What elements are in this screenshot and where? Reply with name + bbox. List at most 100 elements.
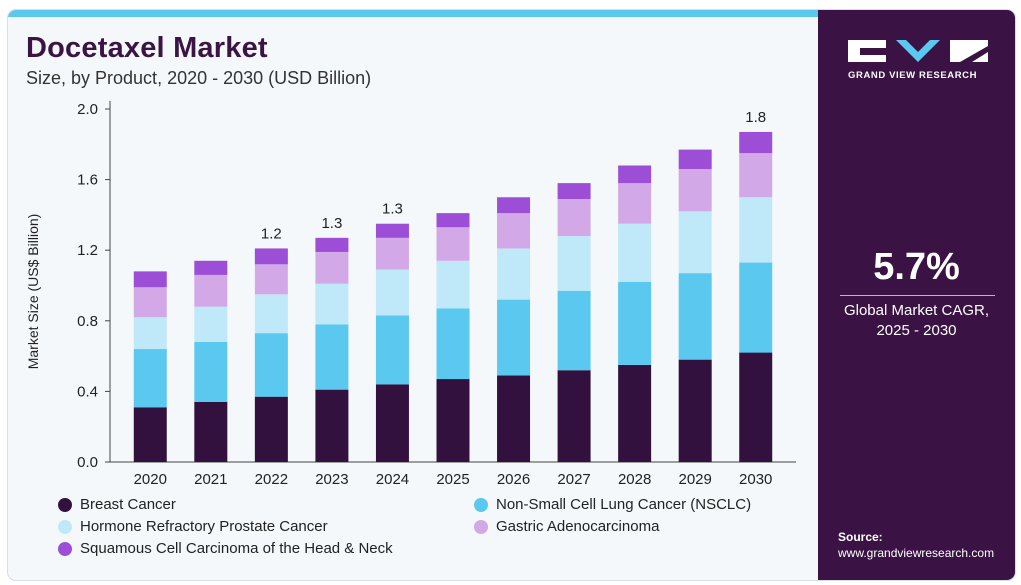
y-tick-label: 1.2 (77, 242, 98, 259)
bar-segment (375, 237, 409, 270)
y-tick-label: 0.4 (77, 383, 98, 400)
x-tick-label: 2025 (436, 471, 469, 488)
bar-segment (375, 384, 409, 462)
legend-swatch (58, 497, 72, 512)
bar-segment (557, 236, 591, 291)
bar-segment (618, 183, 652, 224)
chart-title: Docetaxel Market (26, 32, 268, 64)
brand-logo: GRAND VIEW RESEARCH (848, 38, 988, 81)
legend-item: Non-Small Cell Lung Cancer (NSCLC) (474, 496, 751, 513)
y-tick-label: 0.8 (77, 313, 98, 330)
x-tick-label: 2028 (618, 471, 651, 488)
bar-segment (194, 260, 228, 275)
bar-segment (739, 197, 773, 263)
bar-segment (436, 308, 470, 380)
bar-segment (678, 273, 712, 360)
bar-segment (618, 281, 652, 365)
bar-segment (739, 262, 773, 353)
cagr-label-line1: Global Market CAGR, (843, 302, 990, 319)
cagr-label: Global Market CAGR, 2025 - 2030 (818, 301, 1015, 341)
y-tick-label: 2.0 (77, 101, 98, 118)
legend-item: Gastric Adenocarcinoma (474, 518, 659, 535)
bar-segment (315, 237, 349, 252)
legend-swatch (474, 519, 488, 534)
bar-segment (739, 352, 773, 462)
y-tick-label: 1.6 (77, 172, 98, 189)
cagr-value: 5.7% (873, 246, 960, 288)
bar-segment (618, 223, 652, 282)
cagr-divider (840, 295, 995, 296)
bar-segment (557, 183, 591, 200)
bar-segment (375, 315, 409, 385)
x-tick-label: 2029 (678, 471, 711, 488)
sidebar-panel: GRAND VIEW RESEARCH 5.7% Global Market C… (818, 10, 1015, 580)
x-tick-label: 2026 (497, 471, 530, 488)
bar-total-label: 1.2 (261, 225, 282, 242)
cagr-label-line2: 2025 - 2030 (876, 322, 957, 339)
bar-segment (497, 197, 531, 214)
bar-segment (133, 317, 167, 350)
legend-label: Breast Cancer (80, 496, 176, 513)
x-tick-label: 2022 (255, 471, 288, 488)
bar-segment (315, 324, 349, 390)
bar-segment (254, 248, 288, 265)
bar-segment (315, 251, 349, 284)
bar-segment (436, 260, 470, 309)
legend-label: Non-Small Cell Lung Cancer (NSCLC) (496, 496, 752, 513)
bar-segment (254, 264, 288, 295)
bar-segment (133, 271, 167, 288)
bar-segment (133, 287, 167, 318)
infographic-frame: Docetaxel Market Size, by Product, 2020 … (8, 10, 1015, 580)
bar-total-label: 1.8 (745, 109, 766, 126)
x-tick-label: 2020 (134, 471, 167, 488)
bar-segment (254, 333, 288, 397)
legend-item: Breast Cancer (58, 496, 176, 513)
chart-subtitle: Size, by Product, 2020 - 2030 (USD Billi… (26, 68, 372, 88)
x-tick-label: 2021 (194, 471, 227, 488)
legend-swatch (474, 497, 488, 512)
bar-segment (497, 375, 531, 462)
grand-view-research-logo-icon (848, 40, 988, 62)
bar-segment (194, 401, 228, 462)
legend-item: Squamous Cell Carcinoma of the Head & Ne… (58, 540, 393, 557)
bar-segment (497, 299, 531, 376)
bar-segment (133, 349, 167, 408)
x-tick-label: 2024 (376, 471, 409, 488)
bar-segment (497, 213, 531, 249)
bar-segment (678, 169, 712, 212)
bar-segment (194, 306, 228, 342)
legend-swatch (58, 541, 72, 556)
bar-segment (436, 227, 470, 261)
bar-segment (497, 248, 531, 300)
bar-segment (375, 223, 409, 238)
bar-segment (194, 341, 228, 402)
legend-label: Squamous Cell Carcinoma of the Head & Ne… (80, 540, 393, 557)
stacked-bar-chart: 0.0 0.4 0.8 1.2 1.6 2.0 Market Size (US$ Billi… (25, 101, 796, 488)
bar-segment (618, 364, 652, 462)
x-tick-label: 2030 (739, 471, 772, 488)
bar-segment (739, 131, 773, 154)
bar-segment (375, 269, 409, 316)
bar-segment (678, 211, 712, 274)
source-url[interactable]: www.grandviewresearch.com (838, 546, 995, 560)
x-tick-label: 2023 (315, 471, 348, 488)
bar-segment (557, 199, 591, 237)
bar-segment (315, 283, 349, 325)
y-tick-label: 0.0 (77, 454, 98, 471)
legend-label: Gastric Adenocarcinoma (496, 518, 660, 535)
chart-legend: Breast Cancer Non-Small Cell Lung Cancer … (58, 496, 818, 576)
bar-segment (739, 153, 773, 198)
bar-segment (678, 359, 712, 462)
legend-label: Hormone Refractory Prostate Cancer (80, 518, 328, 535)
bar-segment (133, 407, 167, 462)
bar-segment (254, 294, 288, 334)
bar-segment (618, 165, 652, 184)
bar-segment (254, 396, 288, 462)
bar-total-label: 1.3 (382, 201, 403, 218)
brand-name: GRAND VIEW RESEARCH (848, 70, 978, 81)
bar-segment (436, 379, 470, 462)
bar-segment (557, 290, 591, 371)
bar-segment (194, 274, 228, 307)
accent-bar (8, 10, 818, 17)
bar-segment (678, 149, 712, 170)
